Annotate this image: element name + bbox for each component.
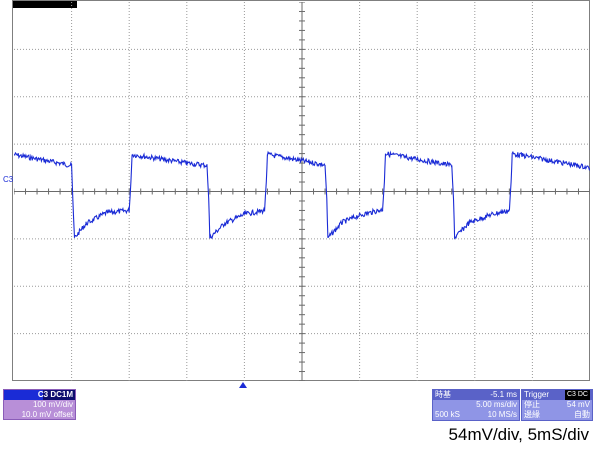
timebase-sample-rate: 10 MS/s <box>487 410 517 419</box>
trigger-type: 邊緣 <box>524 410 540 419</box>
waveform-plot <box>14 2 590 381</box>
trigger-mode: 停止 <box>524 400 540 409</box>
channel-marker: C3 <box>3 175 14 184</box>
trigger-label: Trigger <box>524 390 550 399</box>
trigger-position-arrow[interactable] <box>239 382 247 388</box>
trigger-level: 54 mV <box>566 400 590 409</box>
timebase-panel[interactable]: 時基 -5.1 ms 5.00 ms/div 500 kS 10 MS/s <box>432 389 520 421</box>
top-tab <box>13 1 77 8</box>
trigger-auto: 自動 <box>574 410 590 419</box>
channel-scale: 100 mV/div <box>32 400 73 409</box>
timebase-label: 時基 <box>435 390 451 399</box>
caption: 54mV/div, 5mS/div <box>448 425 589 444</box>
timebase-time-per-div: 5.00 ms/div <box>476 400 517 409</box>
channel-panel-title: C3 DC1M <box>4 390 75 400</box>
timebase-samples: 500 kS <box>435 410 460 419</box>
timebase-delay: -5.1 ms <box>490 390 517 399</box>
scope-screen <box>12 0 590 381</box>
trigger-source-badge: C3 DC <box>564 390 590 400</box>
channel-offset: 10.0 mV offset <box>21 410 73 419</box>
channel-panel[interactable]: C3 DC1M 100 mV/div 10.0 mV offset <box>3 389 76 420</box>
waveform-trace <box>14 150 590 240</box>
trigger-panel[interactable]: Trigger C3 DC 停止 54 mV 邊緣 自動 <box>521 389 593 421</box>
